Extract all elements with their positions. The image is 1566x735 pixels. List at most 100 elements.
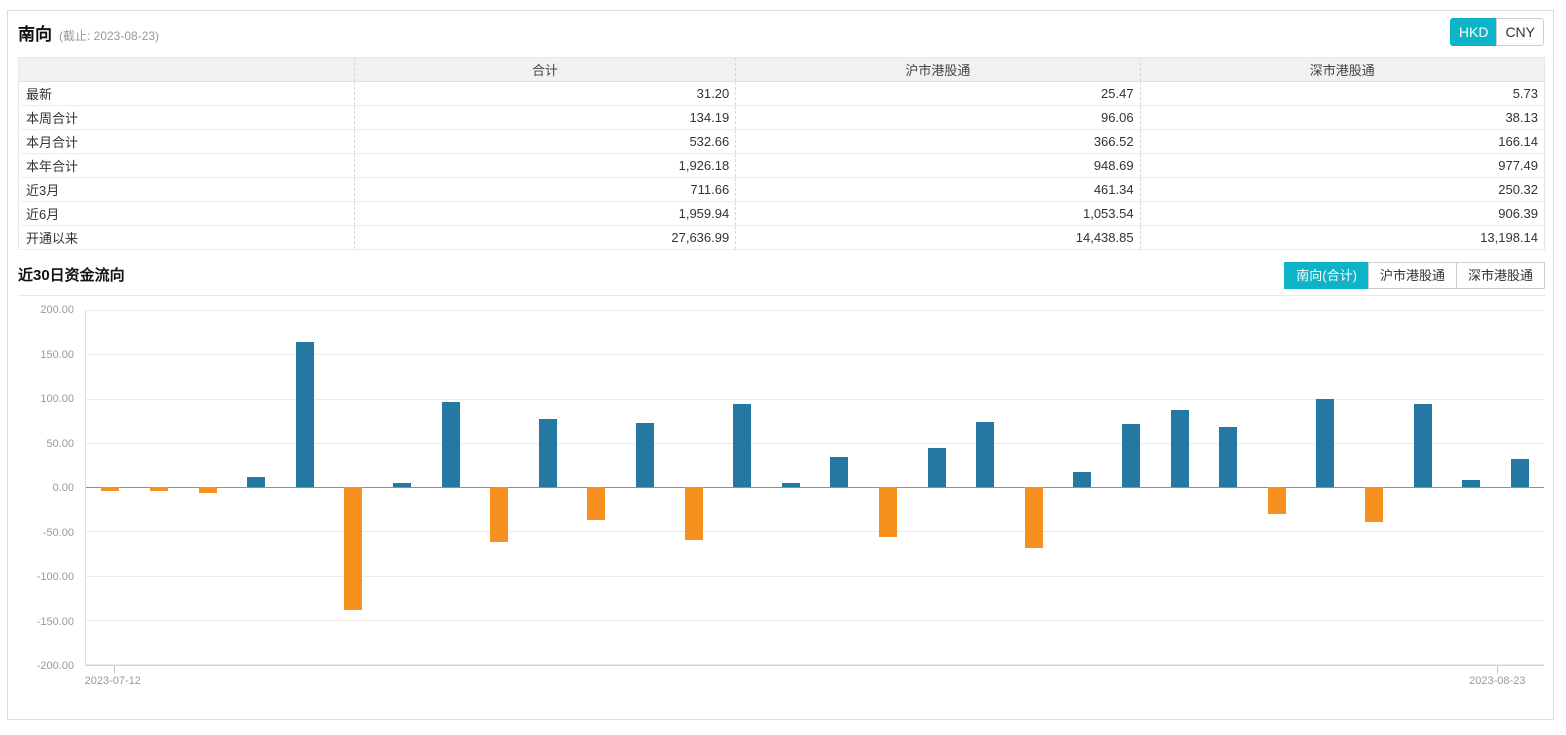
cell-value: 1,053.54 [735,201,1141,226]
table-row: 近6月 1,959.94 1,053.54 906.39 [18,201,1545,226]
summary-table: 合计 沪市港股通 深市港股通 最新 31.20 25.47 5.73 本周合计 134.19 9… [18,57,1545,250]
y-tick-label: 0.00 [52,482,74,494]
cell-value: 14,438.85 [735,225,1141,250]
flow-bar[interactable] [927,448,946,487]
cell-value: 166.14 [1139,129,1545,154]
zero-line [86,487,1544,488]
cell-value: 27,636.99 [353,225,736,250]
cell-value: 906.39 [1139,201,1545,226]
x-axis-tick [113,666,115,673]
chart-tab-0[interactable]: 南向(合计) [1284,262,1369,289]
flow-bar[interactable] [878,487,897,538]
flow-bar[interactable] [149,487,168,491]
gridline [86,531,1544,533]
table-row: 本年合计 1,926.18 948.69 977.49 [18,153,1545,178]
flow-bar[interactable] [490,487,509,542]
y-tick-label: -200.00 [36,660,74,672]
page-title: 南向 [18,24,52,44]
flow-bar[interactable] [101,487,120,492]
gridline [86,664,1544,665]
panel-header: 南向 (截止: 2023-08-23) HKD CNY [8,11,1553,53]
table-row: 本周合计 134.19 96.06 38.13 [18,105,1545,130]
chart-section-title: 近30日资金流向 [18,267,125,284]
southbound-panel: 南向 (截止: 2023-08-23) HKD CNY 合计 沪市港股通 深市港股通 最… [7,10,1554,720]
flow-bar[interactable] [1170,410,1189,487]
flow-bar[interactable] [344,487,363,610]
chart-section-header: 近30日资金流向 南向(合计) 沪市港股通 深市港股通 [18,262,1545,296]
currency-tab-hkd[interactable]: HKD [1449,18,1498,46]
flow-bar[interactable] [587,487,606,520]
row-label: 近3月 [18,177,355,202]
table-row: 本月合计 532.66 366.52 166.14 [18,129,1545,154]
flow-bar[interactable] [247,477,266,487]
chart-tab-2[interactable]: 深市港股通 [1455,262,1545,289]
flow-bar[interactable] [1413,403,1432,487]
table-header-row: 合计 沪市港股通 深市港股通 [18,57,1545,82]
flow-bar[interactable] [198,487,217,494]
flow-bar[interactable] [538,418,557,487]
y-tick-label: -100.00 [36,571,74,583]
gridline [86,442,1544,444]
y-tick-label: 150.00 [40,348,74,361]
title-group: 南向 (截止: 2023-08-23) [18,20,159,45]
flow-bar[interactable] [1510,459,1529,487]
chart-tab-group: 南向(合计) 沪市港股通 深市港股通 [1284,262,1545,289]
cell-value: 1,959.94 [353,201,736,226]
row-label: 本月合计 [18,129,355,154]
cell-value: 1,926.18 [353,153,736,178]
cell-value: 5.73 [1139,81,1545,106]
flow-bar[interactable] [392,483,411,487]
flow-bar[interactable] [1316,399,1335,487]
flow-bar[interactable] [684,487,703,541]
flow-bar[interactable] [1024,487,1043,549]
chart-tab-1[interactable]: 沪市港股通 [1367,262,1457,289]
row-label: 本年合计 [18,153,355,178]
cell-value: 25.47 [735,81,1141,106]
flow-bar[interactable] [781,483,800,487]
cell-value: 134.19 [353,105,736,130]
col-header-3: 深市港股通 [1139,57,1545,82]
cell-value: 31.20 [353,81,736,106]
currency-toggle: HKD CNY [1449,18,1544,46]
gridline [86,575,1544,577]
cell-value: 38.13 [1139,105,1545,130]
row-label: 近6月 [18,201,355,226]
currency-tab-cny[interactable]: CNY [1496,18,1544,46]
flow-bar[interactable] [1364,487,1383,523]
cell-value: 461.34 [735,177,1141,202]
cell-value: 711.66 [353,177,736,202]
flow-bar[interactable] [1462,479,1481,487]
flow-bar[interactable] [295,341,314,487]
table-row: 开通以来 27,636.99 14,438.85 13,198.14 [18,225,1545,250]
as-of-date: (截止: 2023-08-23) [59,28,160,43]
flow-bar[interactable] [635,423,654,487]
table-row: 近3月 711.66 461.34 250.32 [18,177,1545,202]
flow-bar[interactable] [830,456,849,487]
cell-value: 977.49 [1139,153,1545,178]
flow-bar[interactable] [1219,426,1238,487]
gridline [86,354,1544,356]
row-label: 开通以来 [18,225,355,250]
y-tick-label: -150.00 [36,615,74,628]
chart-x-axis: 2023-07-12 2023-08-23 [85,672,1544,692]
chart-plot-area [85,310,1544,673]
flow-bar[interactable] [976,422,995,487]
flow-bar[interactable] [441,402,460,487]
flow-bar[interactable] [1267,487,1286,515]
chart-y-axis: 200.00 150.00 100.00 50.00 0.00 -50.00 -100.00… [8,304,78,672]
cell-value: 96.06 [735,105,1141,130]
gridline [86,398,1544,400]
y-tick-label: -50.00 [42,526,74,539]
table-row: 最新 31.20 25.47 5.73 [18,81,1545,106]
gridline [86,310,1544,311]
flow-bar[interactable] [733,403,752,487]
cell-value: 532.66 [353,129,736,154]
gridline [86,619,1544,621]
flow-bar[interactable] [1121,424,1140,487]
cell-value: 366.52 [735,129,1141,154]
col-header-rowlabel [18,57,355,82]
flow-bar[interactable] [1073,471,1092,487]
y-tick-label: 50.00 [46,437,74,450]
col-header-1: 合计 [353,57,736,82]
x-axis-label: 2023-08-23 [1469,675,1526,687]
